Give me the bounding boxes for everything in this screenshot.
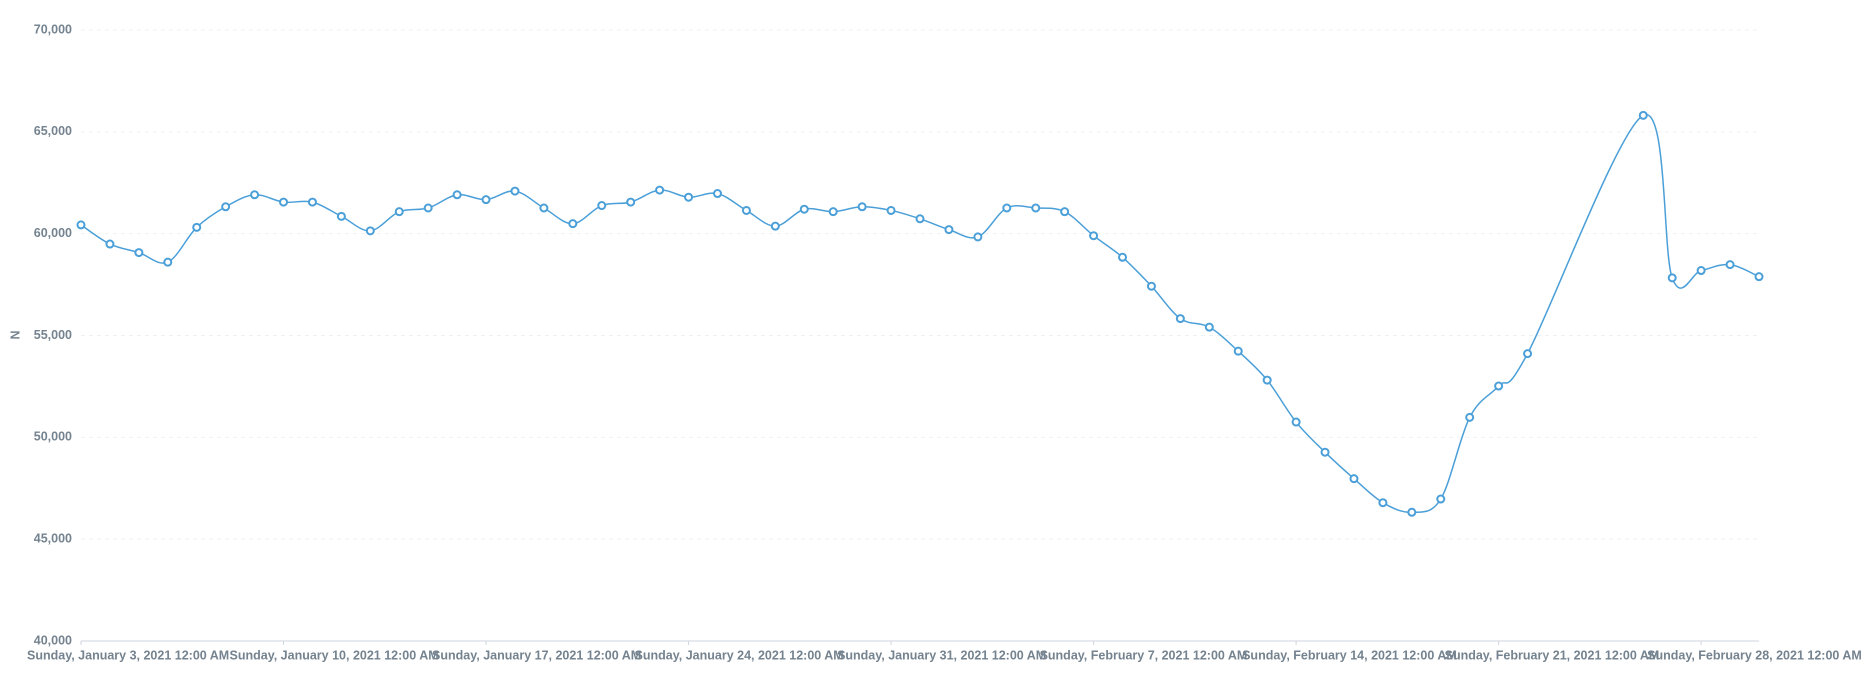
point [105,239,115,249]
point [1494,381,1504,391]
point [192,222,202,232]
point [1638,110,1648,120]
point [857,202,867,212]
line [80,114,1760,514]
y-tick-label: 65,000 [34,124,72,138]
point [1262,375,1272,385]
point [1523,349,1533,359]
point [1349,474,1359,484]
x-tick-label: Sunday, January 3, 2021 12:00 AM [27,648,229,662]
point [741,205,751,215]
point [394,207,404,217]
point [1204,322,1214,332]
point [1175,314,1185,324]
x-tick-label: Sunday, January 31, 2021 12:00 AM [837,648,1046,662]
x-tick-label: Sunday, January 10, 2021 12:00 AM [230,648,439,662]
point [163,257,173,267]
point [1407,507,1417,517]
y-tick-label: 70,000 [34,22,72,36]
point [886,205,896,215]
point [1002,203,1012,213]
y-tick-label: 60,000 [34,226,72,240]
point [799,204,809,214]
point [712,189,722,199]
point [1060,207,1070,217]
point [1667,273,1677,283]
point [1320,447,1330,457]
point [944,225,954,235]
point [1233,346,1243,356]
point [1089,231,1099,241]
point [250,190,260,200]
x-tick-label: Sunday, February 28, 2021 12:00 AM [1647,648,1862,662]
y-tick-label: 55,000 [34,328,72,342]
point [1725,260,1735,270]
x-tick-label: Sunday, February 21, 2021 12:00 AM [1445,648,1660,662]
point [973,232,983,242]
point [1118,252,1128,262]
point [1696,266,1706,276]
point [279,197,289,207]
point [568,219,578,229]
point [134,248,144,258]
point [365,226,375,236]
y-tick-label: 45,000 [34,531,72,545]
point [307,197,317,207]
point [915,214,925,224]
point [336,211,346,221]
point [1146,281,1156,291]
point [423,203,433,213]
point [1378,498,1388,508]
y-tick-label: 50,000 [34,430,72,444]
point [655,185,665,195]
x-tick-label: Sunday, January 24, 2021 12:00 AM [635,648,844,662]
point [452,190,462,200]
point [221,202,231,212]
point [1465,412,1475,422]
point [684,192,694,202]
x-tick-label: Sunday, February 7, 2021 12:00 AM [1040,648,1248,662]
point [510,186,520,196]
x-tick-label: Sunday, January 17, 2021 12:00 AM [432,648,641,662]
y-axis-label: N [8,330,22,339]
point [828,207,838,217]
point [1436,494,1446,504]
x-tick-label: Sunday, February 14, 2021 12:00 AM [1242,648,1457,662]
point [539,203,549,213]
point [626,197,636,207]
point [597,201,607,211]
point [1291,417,1301,427]
point [1031,203,1041,213]
point [770,221,780,231]
point [481,195,491,205]
point [1754,272,1764,282]
point [76,220,86,230]
y-tick-label: 40,000 [34,633,72,647]
